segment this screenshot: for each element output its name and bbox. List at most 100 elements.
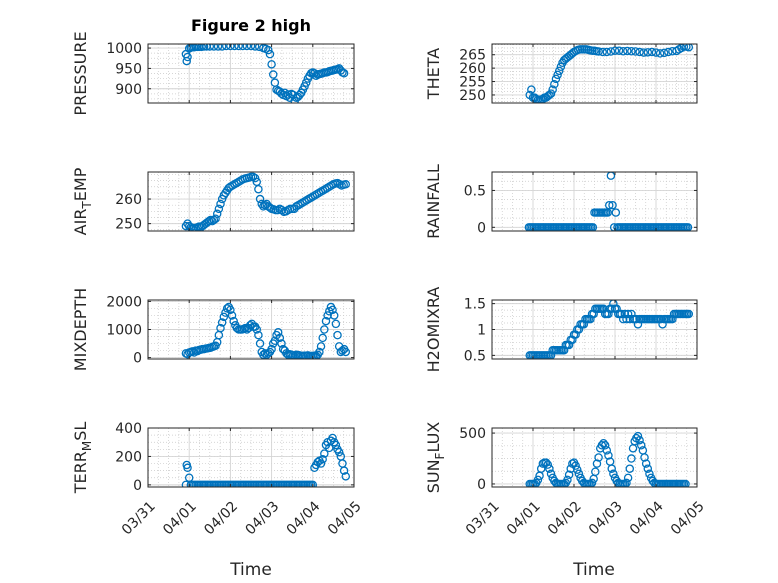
data-point bbox=[597, 441, 607, 450]
plot-area bbox=[491, 171, 698, 232]
y-tick-label: 0 bbox=[133, 478, 142, 494]
data-point bbox=[598, 47, 607, 57]
x-tick-label: 04/01 bbox=[160, 498, 200, 538]
axes-box bbox=[491, 43, 698, 104]
y-tick-label: 1000 bbox=[106, 323, 142, 339]
x-tick-label: 04/05 bbox=[325, 498, 365, 538]
data-point bbox=[209, 44, 219, 51]
data-point bbox=[645, 469, 654, 479]
y-tick-label: 200 bbox=[115, 449, 142, 465]
data-point bbox=[238, 44, 248, 51]
data-point bbox=[563, 475, 572, 485]
data-point bbox=[592, 459, 602, 468]
data-point bbox=[268, 70, 278, 79]
data-point bbox=[681, 479, 690, 487]
data-point bbox=[602, 47, 612, 57]
data-point bbox=[605, 200, 614, 210]
y-tick-label: 255 bbox=[459, 75, 486, 91]
data-point bbox=[212, 209, 222, 219]
y-tick-label: 1000 bbox=[106, 41, 142, 57]
data-point bbox=[277, 205, 287, 215]
data-point bbox=[205, 44, 215, 51]
data-point bbox=[211, 214, 220, 223]
data-point bbox=[564, 470, 574, 480]
data-point bbox=[546, 89, 556, 98]
data-point bbox=[623, 309, 633, 319]
y-tick-label: 0 bbox=[133, 351, 142, 367]
data-point bbox=[267, 60, 276, 69]
data-point bbox=[684, 309, 694, 319]
data-point bbox=[226, 44, 235, 51]
data-point bbox=[264, 45, 273, 55]
data-point bbox=[679, 44, 689, 51]
data-point bbox=[213, 44, 223, 51]
data-point bbox=[639, 48, 648, 57]
y-tick-label: 250 bbox=[459, 88, 486, 104]
data-point bbox=[610, 46, 620, 55]
data-point bbox=[230, 44, 239, 51]
data-point bbox=[655, 49, 665, 58]
data-point bbox=[182, 56, 191, 66]
y-tick-label: 250 bbox=[115, 217, 142, 233]
y-tick-label: 1 bbox=[477, 323, 486, 339]
data-point bbox=[234, 44, 243, 51]
y-tick-label: 900 bbox=[115, 82, 142, 98]
data-point bbox=[341, 180, 351, 189]
data-point bbox=[554, 66, 564, 76]
data-point bbox=[246, 44, 256, 51]
subplot-5: 0 1000 2000 MIXDEPTH bbox=[71, 288, 355, 371]
y-tick-label: 260 bbox=[459, 61, 486, 77]
data-point bbox=[591, 467, 600, 476]
data-point bbox=[216, 323, 225, 333]
data-point bbox=[606, 47, 616, 56]
data-point bbox=[551, 74, 561, 84]
data-point bbox=[607, 304, 616, 314]
data-point bbox=[254, 184, 263, 194]
y-axis-label: THETA bbox=[424, 48, 443, 100]
data-point bbox=[640, 453, 649, 462]
y-tick-label: 0 bbox=[477, 220, 486, 236]
data-point bbox=[635, 47, 644, 57]
data-point bbox=[217, 318, 227, 327]
axes-box bbox=[491, 427, 698, 488]
data-point bbox=[199, 44, 209, 51]
data-point bbox=[183, 463, 192, 473]
data-point bbox=[318, 455, 327, 464]
x-tick-label: 04/02 bbox=[201, 498, 241, 538]
data-point bbox=[627, 46, 636, 56]
data-point bbox=[277, 339, 286, 348]
data-point bbox=[623, 473, 633, 483]
x-tick-label: 04/03 bbox=[586, 498, 626, 538]
data-point bbox=[550, 79, 559, 89]
data-point bbox=[574, 469, 584, 479]
subplot-4: 0 0.5 RAINFALL bbox=[424, 164, 698, 239]
subplot-1: 900 950 1000 PRESSURE bbox=[71, 31, 355, 116]
subplot-3: 250 260 AIRTEMP bbox=[71, 167, 355, 235]
data-point bbox=[226, 305, 235, 315]
x-axis-label-right: Time bbox=[572, 560, 615, 580]
subplot-7: 0 200 400 03/31 04/01 04/02 04/03 04/04 04/05 TER… bbox=[71, 421, 365, 538]
data-point bbox=[318, 333, 327, 343]
data-point bbox=[320, 449, 329, 458]
x-axis-label-left: Time bbox=[229, 560, 272, 580]
data-series bbox=[181, 433, 351, 487]
data-point bbox=[273, 328, 283, 337]
data-point bbox=[533, 475, 543, 485]
data-point bbox=[333, 330, 342, 340]
data-point bbox=[643, 464, 653, 473]
data-point bbox=[341, 347, 351, 357]
data-point bbox=[331, 440, 341, 450]
data-point bbox=[607, 464, 616, 473]
data-point bbox=[315, 347, 324, 357]
data-point bbox=[316, 459, 326, 468]
y-tick-label: 0.5 bbox=[464, 183, 486, 199]
data-point bbox=[600, 441, 610, 450]
data-point bbox=[320, 325, 329, 334]
subplot-6: 0.5 1 1.5 H2OMIXRA bbox=[424, 287, 698, 372]
data-point bbox=[183, 52, 192, 62]
subplot-8: 0 500 03/31 04/01 04/02 04/03 04/04 04/05 SUNFLU… bbox=[424, 422, 708, 539]
data-point bbox=[553, 70, 562, 80]
data-point bbox=[328, 305, 337, 315]
data-point bbox=[265, 49, 275, 59]
